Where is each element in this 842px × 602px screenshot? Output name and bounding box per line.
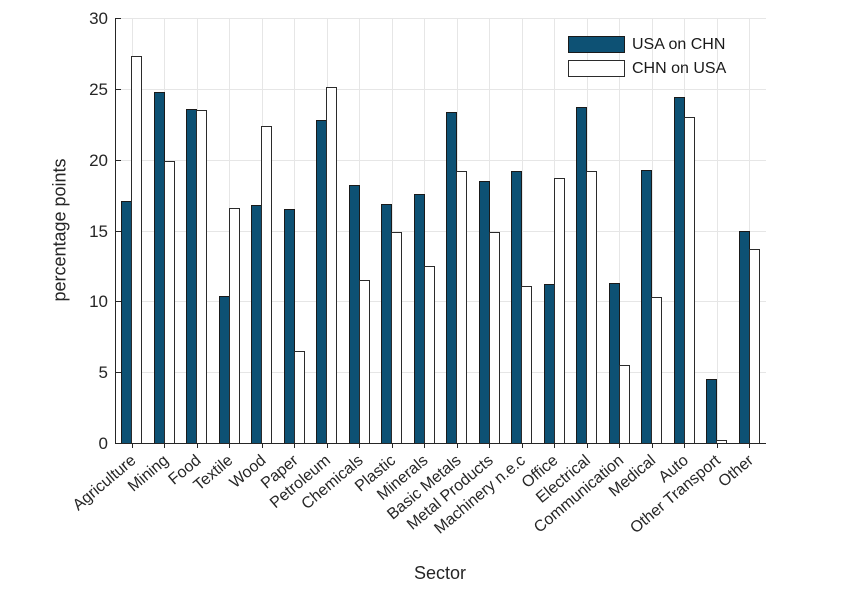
x-axis-label: Sector	[413, 563, 467, 583]
gridline-vertical	[424, 18, 426, 443]
y-tick-label: 5	[98, 363, 108, 383]
bar-chn-on-usa-other	[748, 248, 760, 443]
gridline-horizontal	[116, 372, 766, 374]
gridline-horizontal	[116, 230, 766, 232]
x-tick-mark	[586, 443, 588, 448]
y-tick-mark	[116, 230, 121, 232]
y-tick-mark	[116, 88, 121, 90]
x-tick-mark	[164, 443, 166, 448]
bar-chn-on-usa-machinery-n-e-c	[521, 285, 533, 443]
x-tick-mark	[261, 443, 263, 448]
plot-area	[115, 18, 766, 448]
y-tick-label: 10	[89, 292, 108, 312]
gridline-vertical	[651, 18, 653, 443]
x-tick-mark	[391, 443, 393, 448]
bar-chn-on-usa-mining	[163, 161, 175, 443]
legend-swatch-chn-on-usa	[568, 60, 625, 77]
x-tick-mark	[424, 443, 426, 448]
gridline-vertical	[749, 18, 751, 443]
bar-chn-on-usa-plastic	[391, 231, 403, 443]
bar-chn-on-usa-chemicals	[358, 280, 370, 443]
x-tick-mark	[196, 443, 198, 448]
bar-chn-on-usa-wood	[261, 125, 273, 443]
legend-entry-usa-on-chn: USA on CHN	[568, 36, 726, 53]
bar-usa-on-chn-paper	[283, 209, 295, 443]
x-tick-mark	[716, 443, 718, 448]
y-tick-mark	[116, 159, 121, 161]
gridline-vertical	[716, 18, 718, 443]
legend-label-usa-on-chn: USA on CHN	[632, 36, 726, 53]
x-tick-mark	[131, 443, 133, 448]
y-tick-label: 0	[98, 434, 108, 453]
bar-chn-on-usa-paper	[293, 350, 305, 443]
gridline-vertical	[294, 18, 296, 443]
legend-entry-chn-on-usa: CHN on USA	[568, 60, 726, 77]
x-tick-mark	[651, 443, 653, 448]
legend-label-chn-on-usa: CHN on USA	[632, 60, 727, 77]
x-tick-mark	[359, 443, 361, 448]
bar-usa-on-chn-other-transport	[706, 379, 718, 443]
x-tick-mark	[489, 443, 491, 448]
bar-chn-on-usa-medical	[651, 297, 663, 443]
bar-chn-on-usa-agriculture	[131, 56, 143, 443]
bar-chn-on-usa-textile	[228, 207, 240, 443]
y-tick-mark	[116, 372, 121, 374]
x-tick-mark	[229, 443, 231, 448]
legend: USA on CHN CHN on USA	[568, 36, 726, 84]
gridline-vertical	[521, 18, 523, 443]
gridline-vertical	[359, 18, 361, 443]
gridline-vertical	[391, 18, 393, 443]
bar-chn-on-usa-other-transport	[716, 440, 728, 443]
bar-chn-on-usa-electrical	[586, 171, 598, 443]
bar-chn-on-usa-minerals	[423, 265, 435, 443]
y-tick-label: 15	[89, 221, 108, 241]
x-tick-mark	[456, 443, 458, 448]
y-tick-mark	[116, 301, 121, 303]
y-tick-mark	[116, 18, 121, 19]
gridline-horizontal	[116, 18, 766, 19]
bar-usa-on-chn-communication	[608, 282, 620, 443]
y-tick-label: 20	[89, 150, 108, 170]
bar-chn-on-usa-metal-products	[488, 231, 500, 443]
bar-chn-on-usa-basic-metals	[456, 171, 468, 443]
gridline-horizontal	[116, 301, 766, 303]
y-tick-label: 25	[89, 79, 108, 99]
x-tick-mark	[749, 443, 751, 448]
x-tick-mark	[554, 443, 556, 448]
x-tick-mark	[619, 443, 621, 448]
bar-chn-on-usa-office	[553, 178, 565, 443]
x-tick-label: Other	[715, 452, 757, 491]
bar-chn-on-usa-petroleum	[326, 87, 338, 443]
bar-chn-on-usa-auto	[683, 117, 695, 443]
bar-chn-on-usa-communication	[618, 365, 630, 443]
bar-chn-on-usa-food	[196, 110, 208, 443]
gridline-vertical	[619, 18, 621, 443]
gridline-horizontal	[116, 88, 766, 90]
gridline-horizontal	[116, 159, 766, 161]
x-tick-mark	[326, 443, 328, 448]
y-tick-label: 30	[89, 9, 108, 28]
x-tick-mark	[684, 443, 686, 448]
x-tick-mark	[294, 443, 296, 448]
legend-swatch-usa-on-chn	[568, 36, 625, 53]
gridline-vertical	[489, 18, 491, 443]
x-tick-mark	[521, 443, 523, 448]
